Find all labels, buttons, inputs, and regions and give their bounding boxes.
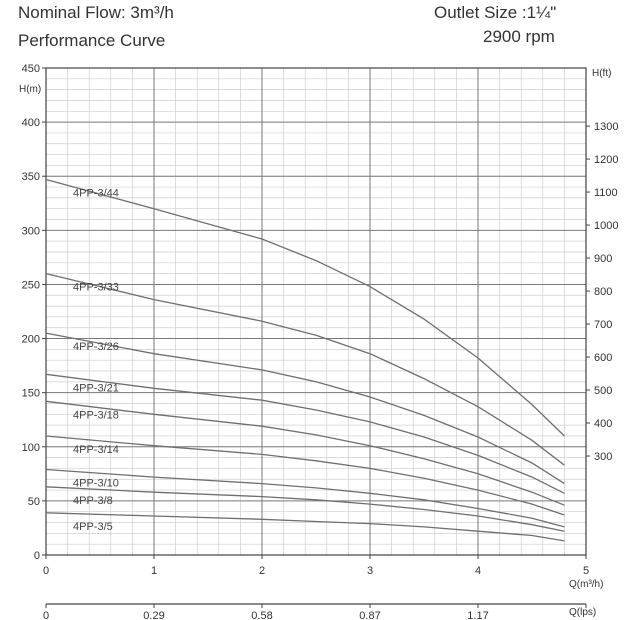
x-tick-label: 3 [367, 565, 373, 577]
y2-tick-label: 1100 [594, 187, 618, 199]
y-tick-label: 150 [22, 388, 40, 400]
curve-4PP-3/33 [45, 272, 565, 466]
x2-tick-label: 0.29 [143, 610, 164, 620]
y2-tick-label: 1200 [594, 154, 618, 166]
curve-label: 4PP-3/21 [73, 382, 119, 394]
y2-tick-label: 300 [594, 451, 612, 463]
plot-frame [45, 67, 587, 556]
curve-4PP-3/5 [45, 512, 565, 542]
curve-label: 4PP-3/10 [73, 478, 119, 490]
x-tick-label: 4 [475, 565, 481, 577]
x-tick-label: 1 [151, 565, 157, 577]
y-tick-label: 350 [22, 171, 40, 183]
curve-4PP-3/10 [45, 468, 565, 528]
nominal-flow-title: Nominal Flow: 3m³/h [18, 3, 174, 22]
y-axis-label: H(m) [19, 84, 41, 95]
y-tick-label: 0 [34, 550, 40, 562]
axes: 050100150200250300350400450H(m)300400500… [19, 63, 618, 620]
curve-label: 4PP-3/5 [73, 521, 113, 533]
y-tick-label: 100 [22, 442, 40, 454]
y2-tick-label: 500 [594, 385, 612, 397]
curve-4PP-3/8 [45, 486, 565, 532]
y2-tick-label: 600 [594, 352, 612, 364]
x-tick-label: 2 [259, 565, 265, 577]
performance-curve-title: Performance Curve [18, 31, 166, 50]
curve-4PP-3/26 [45, 332, 565, 485]
grid [45, 67, 587, 556]
y2-tick-label: 1300 [594, 121, 618, 133]
x2-tick-label: 0.87 [359, 610, 380, 620]
x-tick-label: 0 [43, 565, 49, 577]
outlet-size-label: Outlet Size :1¼" [434, 3, 557, 22]
curve-4PP-3/21 [45, 373, 565, 494]
y-tick-label: 300 [22, 225, 40, 237]
y-tick-label: 200 [22, 334, 40, 346]
y2-tick-label: 800 [594, 286, 612, 298]
x-axis-label: Q(m³/h) [569, 579, 603, 590]
y2-tick-label: 400 [594, 418, 612, 430]
y2-tick-label: 700 [594, 319, 612, 331]
curve-label: 4PP-3/33 [73, 282, 119, 294]
y-tick-label: 250 [22, 279, 40, 291]
x2-tick-label: 0.58 [251, 610, 272, 620]
y-tick-label: 450 [22, 63, 40, 75]
pump-curves: 4PP-3/44 4PP-3/33 4PP-3/26 4PP-3/21 4PP-3/18… [45, 178, 565, 542]
x2-tick-label: 0 [43, 610, 49, 620]
curve-4PP-3/44 [45, 178, 565, 437]
curve-label: 4PP-3/44 [73, 187, 119, 199]
speed-label: 2900 rpm [483, 27, 555, 46]
y2-tick-label: 1000 [594, 220, 618, 232]
y-tick-label: 400 [22, 117, 40, 129]
y2-axis-label: H(ft) [592, 68, 611, 79]
y-tick-label: 50 [28, 496, 40, 508]
x2-axis-label: Q(lps) [569, 607, 596, 618]
curve-4PP-3/18 [45, 400, 565, 506]
x2-tick-label: 1.17 [467, 610, 488, 620]
curve-label: 4PP-3/18 [73, 409, 119, 421]
curve-label: 4PP-3/26 [73, 341, 119, 353]
curve-label: 4PP-3/14 [73, 444, 119, 456]
curve-label: 4PP-3/8 [73, 495, 113, 507]
y2-tick-label: 900 [594, 253, 612, 265]
x-tick-label: 5 [583, 565, 589, 577]
curve-4PP-3/14 [45, 435, 565, 516]
